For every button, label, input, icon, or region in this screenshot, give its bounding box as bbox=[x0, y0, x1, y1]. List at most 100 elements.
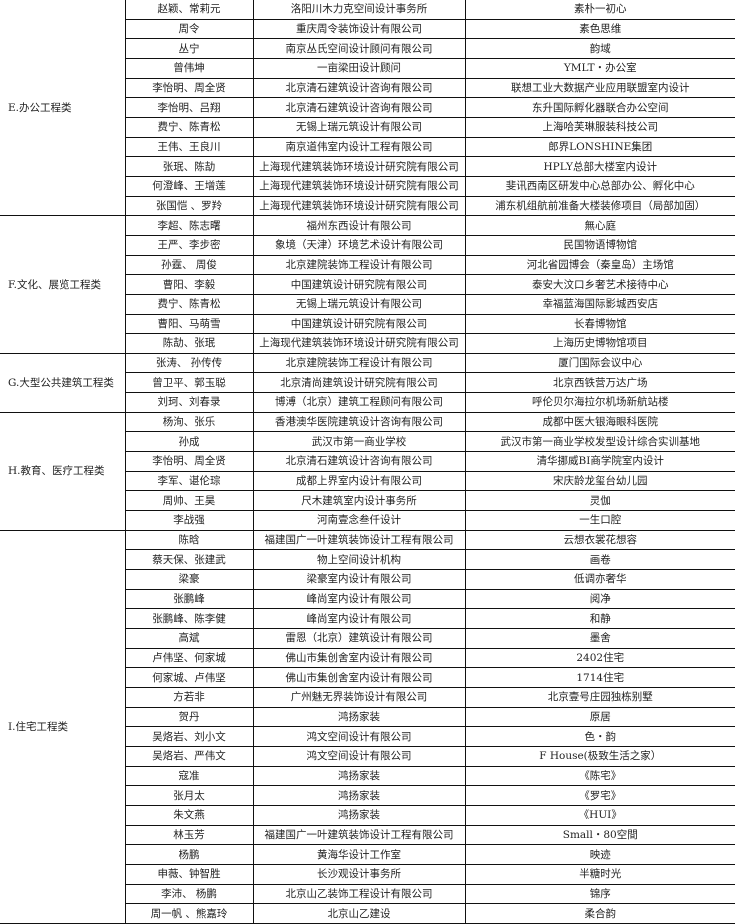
table-row: 陈劼、张珉 上海现代建筑装饰环境设计研究院有限公司 上海历史博物馆项目 bbox=[0, 333, 735, 354]
table-row: 张国恺 、罗羚 上海现代建筑装饰环境设计研究院有限公司 浦东机组航前准备大楼装修项目… bbox=[0, 195, 735, 217]
designer-cell: 陈晗 bbox=[124, 529, 254, 551]
project-cell: 原居 bbox=[464, 706, 735, 728]
designer-cell: 张鹏峰、陈李健 bbox=[124, 608, 254, 629]
project-cell: 低调亦奢华 bbox=[464, 569, 735, 590]
company-cell: 北京清石建筑设计咨询有限公司 bbox=[252, 77, 466, 99]
table-row: E.办公工程类 赵颖、常莉元 洛阳川木力克空间设计事务所 素朴一初心 bbox=[0, 0, 735, 217]
project-cell: 郎界LONSHINE集团 bbox=[464, 136, 735, 158]
company-cell: 上海现代建筑装饰环境设计研究院有限公司 bbox=[252, 195, 466, 217]
company-cell: 佛山市集创舍室内设计有限公司 bbox=[252, 667, 466, 688]
designer-cell: 周帅、王昊 bbox=[124, 490, 254, 512]
project-cell: 斐讯西南区研发中心总部办公、孵化中心 bbox=[464, 175, 735, 197]
table-row: 张鹏峰、陈李健 峰尚室内设计有限公司 和静 bbox=[0, 608, 735, 629]
project-cell: 《陈宅》 bbox=[464, 765, 735, 787]
company-cell: 福建国广一叶建筑装饰设计工程有限公司 bbox=[252, 529, 466, 551]
project-cell: 上海历史博物馆项目 bbox=[464, 333, 735, 354]
company-cell: 北京建院装饰工程设计有限公司 bbox=[252, 352, 466, 374]
project-cell: 色・韵 bbox=[464, 726, 735, 747]
designer-cell: 费宁、陈青松 bbox=[124, 293, 254, 315]
table-row: 王伟、王良川 南京道伟室内设计工程有限公司 郎界LONSHINE集团 bbox=[0, 136, 735, 158]
designer-cell: 李超、陈志曙 bbox=[124, 215, 254, 236]
company-cell: 北京山乙装饰工程设计有限公司 bbox=[252, 883, 466, 905]
designer-cell: 申薇、钟智胜 bbox=[124, 863, 254, 885]
company-cell: 佛山市集创舍室内设计有限公司 bbox=[252, 647, 466, 669]
project-cell: 和静 bbox=[464, 608, 735, 629]
designer-cell: 周一帆 、熊嘉玲 bbox=[124, 903, 254, 924]
project-cell: 厦门国际会议中心 bbox=[464, 352, 735, 374]
company-cell: 峰尚室内设计有限公司 bbox=[252, 588, 466, 610]
company-cell: 重庆周令装饰设计有限公司 bbox=[252, 18, 466, 40]
table-row: 周令 重庆周令装饰设计有限公司 素色思维 bbox=[0, 18, 735, 40]
project-cell: 泰安大汶口乡奢艺术接待中心 bbox=[464, 274, 735, 295]
company-cell: 上海现代建筑装饰环境设计研究院有限公司 bbox=[252, 333, 466, 354]
table-row: 费宁、陈青松 无锡上瑞元筑设计有限公司 上海哈芙琳服装科技公司 bbox=[0, 116, 735, 138]
project-cell: 云想衣裳花想容 bbox=[464, 529, 735, 551]
designer-cell: 曹阳、马萌雪 bbox=[124, 313, 254, 335]
table-row: 吴烙岩、严伟文 鸿文空间设计有限公司 F House(极致生活之家） bbox=[0, 745, 735, 767]
designer-cell: 李军、谌伦琮 bbox=[124, 470, 254, 492]
table-row: 李沛、 杨鹏 北京山乙装饰工程设计有限公司 锦序 bbox=[0, 883, 735, 905]
company-cell: 长沙观设计事务所 bbox=[252, 863, 466, 885]
project-cell: 东升国际孵化器联合办公空间 bbox=[464, 97, 735, 118]
company-cell: 鸿扬家装 bbox=[252, 765, 466, 787]
table-row: 张珉、陈劼 上海现代建筑装饰环境设计研究院有限公司 HPLY总部大楼室内设计 bbox=[0, 156, 735, 177]
company-cell: 福州东西设计有限公司 bbox=[252, 215, 466, 236]
designer-cell: 吴烙岩、严伟文 bbox=[124, 745, 254, 767]
company-cell: 物上空间设计机构 bbox=[252, 549, 466, 571]
designer-cell: 贺丹 bbox=[124, 706, 254, 728]
table-row: 费宁、陈青松 无锡上瑞元筑设计有限公司 幸福蓝海国际影城西安店 bbox=[0, 293, 735, 315]
project-cell: 北京壹号庄园独栋别墅 bbox=[464, 686, 735, 708]
project-cell: 半糖时光 bbox=[464, 863, 735, 885]
company-cell: 福建国广一叶建筑装饰设计工程有限公司 bbox=[252, 824, 466, 846]
designer-cell: 朱文燕 bbox=[124, 804, 254, 826]
designer-cell: 何家城、卢伟坚 bbox=[124, 667, 254, 688]
company-cell: 一亩梁田设计顾问 bbox=[252, 57, 466, 79]
project-cell: 锦序 bbox=[464, 883, 735, 905]
table-row: 曹阳、马萌雪 中国建筑设计研究院有限公司 长春博物馆 bbox=[0, 313, 735, 335]
company-cell: 南京丛氏空间设计顾问有限公司 bbox=[252, 38, 466, 59]
project-cell: 阅净 bbox=[464, 588, 735, 610]
project-cell: 呼伦贝尔海拉尔机场新航站楼 bbox=[464, 392, 735, 413]
table-row: 孙霆、 周俊 北京建院装饰工程设计有限公司 河北省园博会（秦皇岛）主场馆 bbox=[0, 254, 735, 276]
company-cell: 北京建院装饰工程设计有限公司 bbox=[252, 254, 466, 276]
table-row: 李怡明、周全贤 北京清石建筑设计咨询有限公司 联想工业大数据产业应用联盟室内设计 bbox=[0, 77, 735, 99]
company-cell: 上海现代建筑装饰环境设计研究院有限公司 bbox=[252, 175, 466, 197]
project-cell: Small・80空間 bbox=[464, 824, 735, 846]
table-row: G.大型公共建筑工程类 张涛、 孙传传 北京建院装饰工程设计有限公司 厦门国际会议中心 bbox=[0, 352, 735, 413]
project-cell: 宋庆龄龙玺台幼儿园 bbox=[464, 470, 735, 492]
project-cell: 無心庭 bbox=[464, 215, 735, 236]
project-cell: 长春博物馆 bbox=[464, 313, 735, 335]
table-row: 曾伟坤 一亩梁田设计顾问 YMLT・办公室 bbox=[0, 57, 735, 79]
company-cell: 鸿文空间设计有限公司 bbox=[252, 726, 466, 747]
company-cell: 雷恩（北京）建筑设计有限公司 bbox=[252, 628, 466, 649]
company-cell: 南京道伟室内设计工程有限公司 bbox=[252, 136, 466, 158]
table-row: 高斌 雷恩（北京）建筑设计有限公司 墨舍 bbox=[0, 628, 735, 649]
designer-cell: 费宁、陈青松 bbox=[124, 116, 254, 138]
designer-cell: 李怡明、周全贤 bbox=[124, 77, 254, 99]
designer-cell: 周令 bbox=[124, 18, 254, 40]
company-cell: 无锡上瑞元筑设计有限公司 bbox=[252, 116, 466, 138]
designer-cell: 孙成 bbox=[124, 431, 254, 453]
designer-cell: 李战强 bbox=[124, 510, 254, 531]
designer-cell: 王伟、王良川 bbox=[124, 136, 254, 158]
designer-cell: 张国恺 、罗羚 bbox=[124, 195, 254, 217]
table-row: 吴烙岩、刘小文 鸿文空间设计有限公司 色・韵 bbox=[0, 726, 735, 747]
company-cell: 鸿扬家装 bbox=[252, 804, 466, 826]
company-cell: 广州魅无界装饰设计有限公司 bbox=[252, 686, 466, 708]
designer-cell: 吴烙岩、刘小文 bbox=[124, 726, 254, 747]
project-cell: 清华挪威BI商学院室内设计 bbox=[464, 451, 735, 472]
project-cell: 武汉市第一商业学校发型设计综合实训基地 bbox=[464, 431, 735, 453]
category-cell: G.大型公共建筑工程类 bbox=[0, 352, 126, 413]
table-row: 何澄峰、王增莲 上海现代建筑装饰环境设计研究院有限公司 斐讯西南区研发中心总部办公、… bbox=[0, 175, 735, 197]
project-cell: 映迹 bbox=[464, 844, 735, 865]
project-cell: 墨舍 bbox=[464, 628, 735, 649]
company-cell: 武汉市第一商业学校 bbox=[252, 431, 466, 453]
company-cell: 梁豪室内设计有限公司 bbox=[252, 569, 466, 590]
category-cell: H.教育、医疗工程类 bbox=[0, 411, 126, 531]
company-cell: 鸿文空间设计有限公司 bbox=[252, 745, 466, 767]
project-cell: 1714住宅 bbox=[464, 667, 735, 688]
designer-cell: 高斌 bbox=[124, 628, 254, 649]
project-cell: F House(极致生活之家） bbox=[464, 745, 735, 767]
project-cell: 浦东机组航前准备大楼装修项目（局部加固） bbox=[464, 195, 735, 217]
